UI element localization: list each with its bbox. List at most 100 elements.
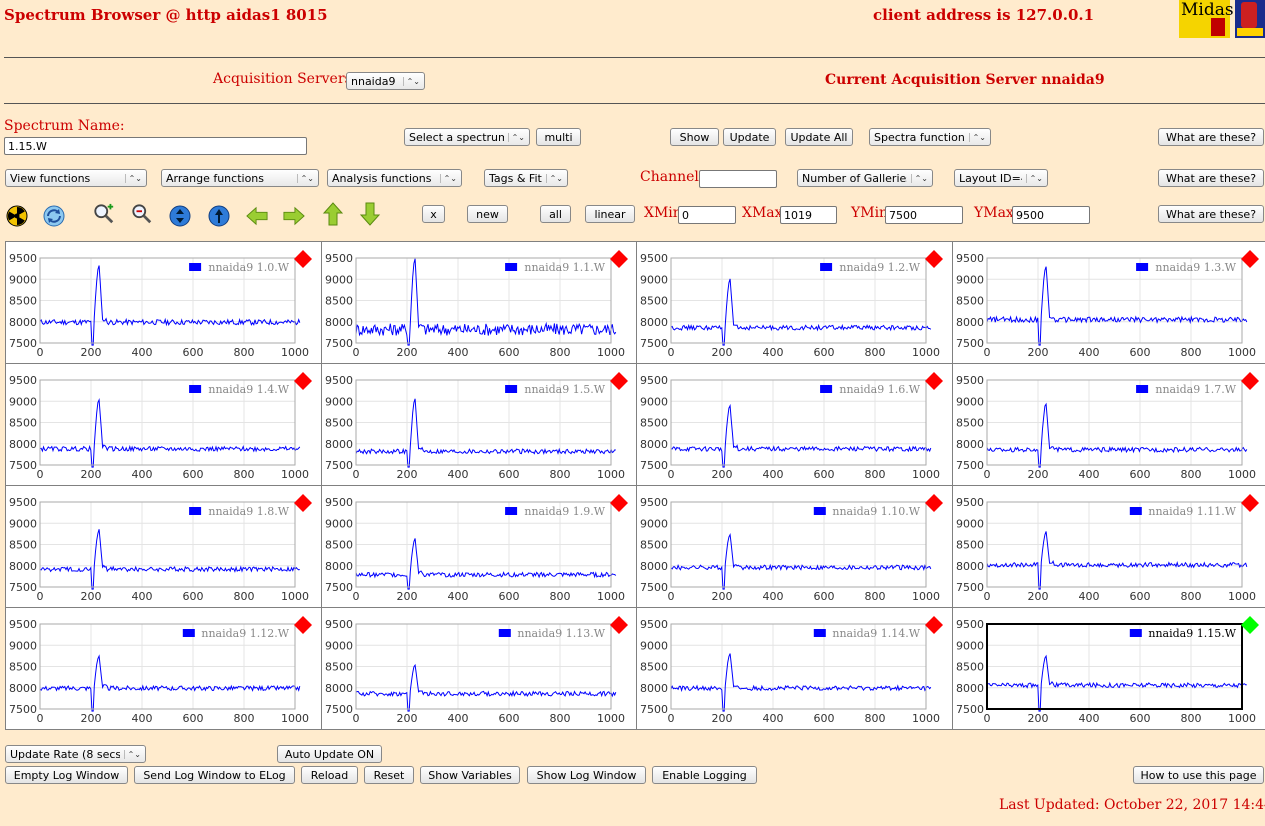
panel-marker[interactable]	[294, 250, 312, 268]
panel-marker[interactable]	[610, 616, 628, 634]
arrow-right-icon[interactable]	[283, 205, 305, 227]
show-log-window-button[interactable]: Show Log Window	[527, 766, 646, 784]
panel-marker[interactable]	[1241, 250, 1259, 268]
send-log-to-elog-button[interactable]: Send Log Window to ELog	[134, 766, 295, 784]
what-are-these-button-2[interactable]: What are these?	[1158, 169, 1264, 187]
y-tick-label: 8000	[640, 438, 668, 451]
reset-button[interactable]: Reset	[364, 766, 414, 784]
panel-marker[interactable]	[610, 494, 628, 512]
y-tick-label: 8500	[956, 661, 984, 674]
y-tick-label: 9500	[325, 374, 353, 387]
radiation-icon[interactable]	[6, 205, 28, 227]
acquisition-server-select[interactable]: nnaida9 ⌃⌄	[346, 72, 425, 90]
spectrum-panel[interactable]: 9500 9000 8500 8000 7500 0 200 400 600 800 1000 nna…	[5, 241, 322, 364]
linear-button[interactable]: linear	[585, 205, 635, 223]
spectrum-panel[interactable]: 9500 9000 8500 8000 7500 0 200 400 600 800 1000 nna…	[321, 607, 638, 730]
panel-marker[interactable]	[294, 494, 312, 512]
zoom-out-icon[interactable]	[131, 203, 153, 225]
arrow-down-icon[interactable]	[359, 202, 381, 226]
spectrum-panel[interactable]: 9500 9000 8500 8000 7500 0 200 400 600 800 1000 nna…	[952, 607, 1265, 730]
panel-marker[interactable]	[294, 372, 312, 390]
update-rate-dropdown[interactable]: Update Rate (8 secs) ⌃⌄	[5, 745, 146, 763]
legend-swatch	[820, 385, 833, 393]
update-all-button[interactable]: Update All	[785, 128, 853, 146]
panel-marker[interactable]	[925, 494, 943, 512]
y-tick-label: 8500	[640, 539, 668, 552]
spectrum-panel[interactable]: 9500 9000 8500 8000 7500 0 200 400 600 800 1000 nna…	[5, 363, 322, 486]
y-tick-label: 8000	[9, 560, 37, 573]
spectrum-panel[interactable]: 9500 9000 8500 8000 7500 0 200 400 600 800 1000 nna…	[5, 485, 322, 608]
x-tick-label: 400	[1079, 346, 1100, 359]
panel-marker[interactable]	[610, 372, 628, 390]
spectrum-panel[interactable]: 9500 9000 8500 8000 7500 0 200 400 600 800 1000 nna…	[321, 241, 638, 364]
xmin-input[interactable]: 0	[678, 206, 736, 224]
x-tick-label: 0	[668, 346, 675, 359]
midas-logo: Midas	[1179, 0, 1234, 38]
x-tick-label: 600	[814, 712, 835, 725]
x-tick-label: 0	[353, 468, 360, 481]
arrow-left-icon[interactable]	[246, 205, 268, 227]
multi-button[interactable]: multi	[536, 128, 581, 146]
channel-input[interactable]	[699, 170, 777, 188]
enable-logging-button[interactable]: Enable Logging	[652, 766, 757, 784]
spectrum-panel[interactable]: 9500 9000 8500 8000 7500 0 200 400 600 800 1000 nna…	[636, 485, 953, 608]
analysis-functions-dropdown[interactable]: Analysis functions ⌃⌄	[327, 169, 462, 187]
arrange-functions-dropdown[interactable]: Arrange functions ⌃⌄	[161, 169, 319, 187]
view-functions-dropdown[interactable]: View functions ⌃⌄	[5, 169, 147, 187]
what-are-these-button-3[interactable]: What are these?	[1158, 205, 1264, 223]
show-variables-button[interactable]: Show Variables	[420, 766, 520, 784]
expand-horizontal-icon[interactable]	[208, 205, 230, 227]
reload-button[interactable]: Reload	[301, 766, 358, 784]
update-button[interactable]: Update	[723, 128, 776, 146]
x-tick-label: 200	[712, 590, 733, 603]
spectrum-trace	[670, 403, 932, 468]
panel-marker[interactable]	[610, 250, 628, 268]
zoom-in-icon[interactable]	[93, 203, 115, 225]
expand-vertical-icon[interactable]	[169, 205, 191, 227]
empty-log-window-button[interactable]: Empty Log Window	[5, 766, 128, 784]
y-tick-label: 9500	[956, 618, 984, 631]
ymin-input[interactable]: 7500	[885, 206, 963, 224]
arrow-up-icon[interactable]	[322, 202, 344, 226]
panel-marker[interactable]	[925, 372, 943, 390]
how-to-use-button[interactable]: How to use this page	[1133, 766, 1264, 784]
legend-swatch	[505, 507, 518, 515]
x-tick-label: 400	[1079, 590, 1100, 603]
tags-fits-dropdown[interactable]: Tags & Fits⌃⌄	[484, 169, 568, 187]
selected-marker[interactable]	[1241, 616, 1259, 634]
new-button[interactable]: new	[467, 205, 508, 223]
spectra-functions-dropdown[interactable]: Spectra functions ⌃⌄	[869, 128, 991, 146]
refresh-icon[interactable]	[43, 205, 65, 227]
spectrum-panel[interactable]: 9500 9000 8500 8000 7500 0 200 400 600 800 1000 nna…	[636, 363, 953, 486]
spectrum-panel[interactable]: 9500 9000 8500 8000 7500 0 200 400 600 800 1000 nna…	[636, 607, 953, 730]
spectrum-panel[interactable]: 9500 9000 8500 8000 7500 0 200 400 600 800 1000 nna…	[636, 241, 953, 364]
spectrum-panel[interactable]: 9500 9000 8500 8000 7500 0 200 400 600 800 1000 nna…	[952, 363, 1265, 486]
spectrum-name-input[interactable]: 1.15.W	[4, 137, 307, 155]
spectrum-panel[interactable]: 9500 9000 8500 8000 7500 0 200 400 600 800 1000 nna…	[5, 607, 322, 730]
number-of-galleries-dropdown[interactable]: Number of Galleries ⌃⌄	[797, 169, 933, 187]
auto-update-button[interactable]: Auto Update ON	[277, 745, 382, 763]
all-button[interactable]: all	[540, 205, 571, 223]
spectrum-panel[interactable]: 9500 9000 8500 8000 7500 0 200 400 600 800 1000 nna…	[952, 241, 1265, 364]
spectrum-panel[interactable]: 9500 9000 8500 8000 7500 0 200 400 600 800 1000 nna…	[321, 485, 638, 608]
y-tick-label: 8500	[640, 661, 668, 674]
spectrum-panel[interactable]: 9500 9000 8500 8000 7500 0 200 400 600 800 1000 nna…	[952, 485, 1265, 608]
ymax-input[interactable]: 9500	[1012, 206, 1090, 224]
y-tick-label: 9500	[9, 618, 37, 631]
spectrum-panel[interactable]: 9500 9000 8500 8000 7500 0 200 400 600 800 1000 nna…	[321, 363, 638, 486]
layout-dropdown[interactable]: Layout ID=4 ⌃⌄	[954, 169, 1048, 187]
x-tick-label: 400	[132, 712, 153, 725]
show-button[interactable]: Show	[670, 128, 719, 146]
y-tick-label: 7500	[640, 459, 668, 472]
panel-marker[interactable]	[925, 250, 943, 268]
select-spectrum-dropdown[interactable]: Select a spectrum ⌃⌄	[404, 128, 530, 146]
what-are-these-button-1[interactable]: What are these?	[1158, 128, 1264, 146]
xmax-input[interactable]: 1019	[780, 206, 837, 224]
panel-marker[interactable]	[1241, 494, 1259, 512]
panel-marker[interactable]	[925, 616, 943, 634]
y-tick-label: 8000	[956, 316, 984, 329]
x-button[interactable]: x	[422, 205, 445, 223]
panel-marker[interactable]	[294, 616, 312, 634]
panel-marker[interactable]	[1241, 372, 1259, 390]
